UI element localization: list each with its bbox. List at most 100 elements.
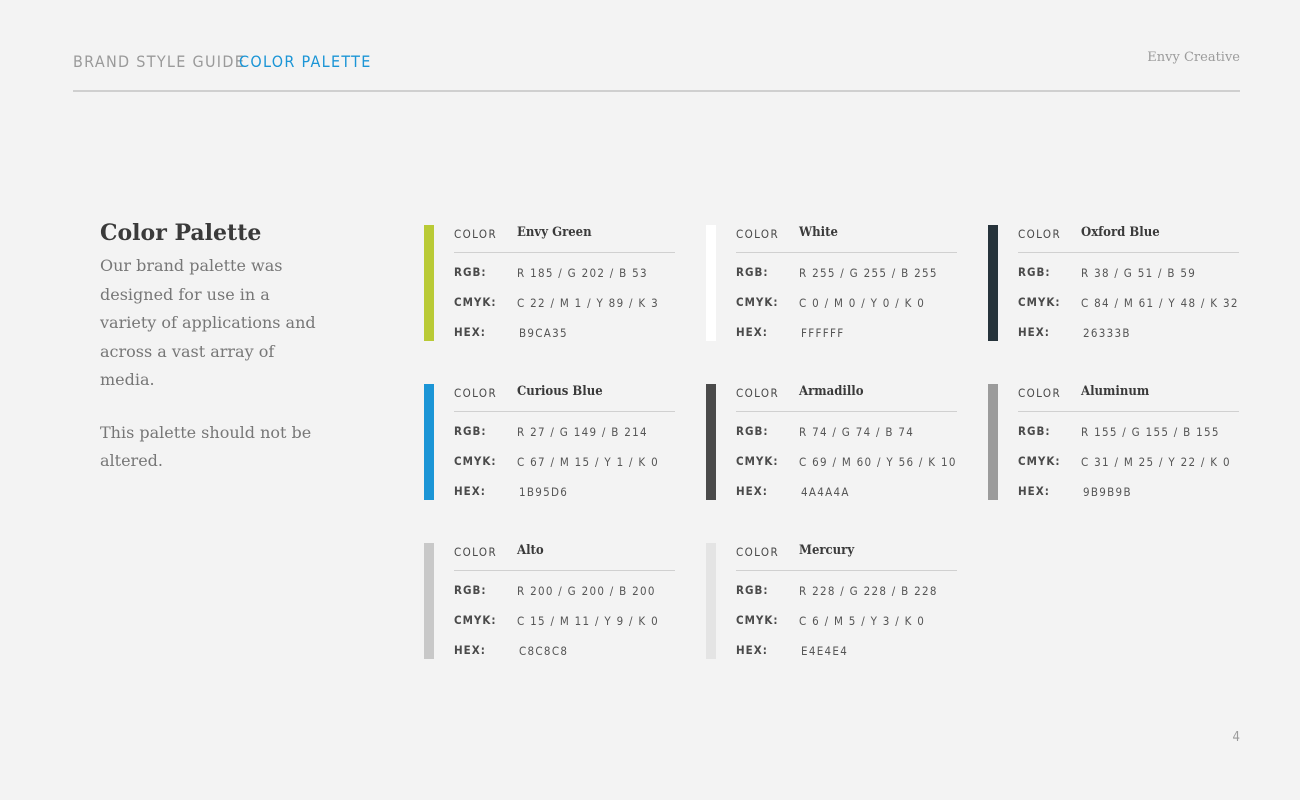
color-card: COLOR Curious Blue RGB: R 27 / G 149 / B 21…: [424, 384, 676, 502]
color-label: COLOR: [736, 386, 780, 400]
color-name: Alto: [517, 543, 544, 558]
breadcrumb-guide: BRAND STYLE GUIDE: [73, 52, 246, 71]
color-swatch: [988, 384, 998, 500]
color-card: COLOR Mercury RGB: R 228 / G 228 / B 228 CMY…: [706, 543, 958, 661]
color-swatch: [706, 225, 716, 341]
intro-paragraph-1: Our brand palette was designed for use i…: [100, 256, 316, 389]
cmyk-value: C 15 / M 11 / Y 9 / K 0: [517, 614, 659, 628]
hex-label: HEX:: [1018, 325, 1050, 339]
color-label: COLOR: [736, 545, 780, 559]
color-name-row: COLOR Mercury: [736, 539, 957, 571]
color-card: COLOR Armadillo RGB: R 74 / G 74 / B 74 CMYK…: [706, 384, 958, 502]
color-name: Curious Blue: [517, 384, 603, 399]
header-bar: BRAND STYLE GUIDE COLOR PALETTE Envy Cre…: [73, 48, 1240, 92]
cmyk-row: CMYK: C 6 / M 5 / Y 3 / K 0: [736, 601, 957, 631]
rgb-label: RGB:: [454, 583, 487, 597]
hex-value: 9B9B9B: [1083, 485, 1132, 499]
hex-label: HEX:: [1018, 484, 1050, 498]
cmyk-row: CMYK: C 0 / M 0 / Y 0 / K 0: [736, 283, 957, 313]
rgb-row: RGB: R 185 / G 202 / B 53: [454, 253, 675, 283]
cmyk-label: CMYK:: [454, 613, 497, 627]
company-name: Envy Creative: [1147, 50, 1240, 65]
color-name: Aluminum: [1081, 384, 1150, 399]
rgb-label: RGB:: [736, 265, 769, 279]
cmyk-row: CMYK: C 67 / M 15 / Y 1 / K 0: [454, 442, 675, 472]
color-details: COLOR Mercury RGB: R 228 / G 228 / B 228 CMY…: [736, 539, 957, 661]
hex-label: HEX:: [454, 484, 486, 498]
color-label: COLOR: [454, 386, 498, 400]
rgb-label: RGB:: [454, 424, 487, 438]
hex-row: HEX: 9B9B9B: [1018, 472, 1239, 502]
color-details: COLOR Oxford Blue RGB: R 38 / G 51 / B 59 CM…: [1018, 221, 1239, 343]
rgb-value: R 185 / G 202 / B 53: [517, 266, 648, 280]
color-swatch: [424, 384, 434, 500]
cmyk-label: CMYK:: [736, 454, 779, 468]
breadcrumb-section: COLOR PALETTE: [239, 52, 372, 71]
rgb-row: RGB: R 74 / G 74 / B 74: [736, 412, 957, 442]
cmyk-label: CMYK:: [1018, 295, 1061, 309]
rgb-value: R 155 / G 155 / B 155: [1081, 425, 1220, 439]
color-swatch: [424, 543, 434, 659]
color-name: Oxford Blue: [1081, 225, 1160, 240]
color-name-row: COLOR Curious Blue: [454, 380, 675, 412]
rgb-value: R 255 / G 255 / B 255: [799, 266, 938, 280]
hex-row: HEX: 1B95D6: [454, 472, 675, 502]
rgb-row: RGB: R 155 / G 155 / B 155: [1018, 412, 1239, 442]
color-details: COLOR Envy Green RGB: R 185 / G 202 / B 53 C…: [454, 221, 675, 343]
color-name: Armadillo: [799, 384, 864, 399]
cmyk-label: CMYK:: [736, 613, 779, 627]
color-swatch: [706, 384, 716, 500]
hex-label: HEX:: [454, 643, 486, 657]
color-card: COLOR Aluminum RGB: R 155 / G 155 / B 155 CM…: [988, 384, 1240, 502]
color-label: COLOR: [454, 227, 498, 241]
cmyk-label: CMYK:: [454, 295, 497, 309]
color-name: Mercury: [799, 543, 855, 558]
rgb-value: R 27 / G 149 / B 214: [517, 425, 648, 439]
cmyk-value: C 84 / M 61 / Y 48 / K 32: [1081, 296, 1239, 310]
color-name-row: COLOR White: [736, 221, 957, 253]
hex-row: HEX: C8C8C8: [454, 631, 675, 661]
rgb-value: R 200 / G 200 / B 200: [517, 584, 656, 598]
hex-label: HEX:: [736, 325, 768, 339]
cmyk-row: CMYK: C 22 / M 1 / Y 89 / K 3: [454, 283, 675, 313]
color-name-row: COLOR Alto: [454, 539, 675, 571]
cmyk-value: C 67 / M 15 / Y 1 / K 0: [517, 455, 659, 469]
hex-label: HEX:: [454, 325, 486, 339]
hex-row: HEX: 4A4A4A: [736, 472, 957, 502]
hex-value: 1B95D6: [519, 485, 569, 499]
color-card: COLOR Oxford Blue RGB: R 38 / G 51 / B 59 CM…: [988, 225, 1240, 343]
color-name-row: COLOR Armadillo: [736, 380, 957, 412]
color-details: COLOR Armadillo RGB: R 74 / G 74 / B 74 CMYK…: [736, 380, 957, 502]
color-label: COLOR: [736, 227, 780, 241]
color-card: COLOR Alto RGB: R 200 / G 200 / B 200 CMYK: C…: [424, 543, 676, 661]
color-card: COLOR Envy Green RGB: R 185 / G 202 / B 53 C…: [424, 225, 676, 343]
cmyk-row: CMYK: C 31 / M 25 / Y 22 / K 0: [1018, 442, 1239, 472]
rgb-label: RGB:: [1018, 424, 1051, 438]
hex-value: B9CA35: [519, 326, 568, 340]
cmyk-value: C 6 / M 5 / Y 3 / K 0: [799, 614, 926, 628]
hex-row: HEX: FFFFFF: [736, 313, 957, 343]
color-name-row: COLOR Envy Green: [454, 221, 675, 253]
rgb-row: RGB: R 228 / G 228 / B 228: [736, 571, 957, 601]
rgb-row: RGB: R 255 / G 255 / B 255: [736, 253, 957, 283]
cmyk-row: CMYK: C 69 / M 60 / Y 56 / K 10: [736, 442, 957, 472]
rgb-value: R 74 / G 74 / B 74: [799, 425, 915, 439]
rgb-label: RGB:: [1018, 265, 1051, 279]
color-details: COLOR Aluminum RGB: R 155 / G 155 / B 155 CM…: [1018, 380, 1239, 502]
hex-label: HEX:: [736, 484, 768, 498]
cmyk-row: CMYK: C 84 / M 61 / Y 48 / K 32: [1018, 283, 1239, 313]
hex-value: FFFFFF: [801, 326, 845, 340]
cmyk-value: C 31 / M 25 / Y 22 / K 0: [1081, 455, 1231, 469]
cmyk-value: C 22 / M 1 / Y 89 / K 3: [517, 296, 659, 310]
rgb-value: R 38 / G 51 / B 59: [1081, 266, 1197, 280]
hex-row: HEX: 26333B: [1018, 313, 1239, 343]
color-details: COLOR White RGB: R 255 / G 255 / B 255 CMYK:…: [736, 221, 957, 343]
color-name-row: COLOR Aluminum: [1018, 380, 1239, 412]
intro-paragraph-2: This palette should not be altered.: [100, 422, 312, 471]
cmyk-label: CMYK:: [736, 295, 779, 309]
hex-row: HEX: E4E4E4: [736, 631, 957, 661]
cmyk-value: C 0 / M 0 / Y 0 / K 0: [799, 296, 926, 310]
hex-value: C8C8C8: [519, 644, 569, 658]
color-swatch: [706, 543, 716, 659]
cmyk-label: CMYK:: [1018, 454, 1061, 468]
